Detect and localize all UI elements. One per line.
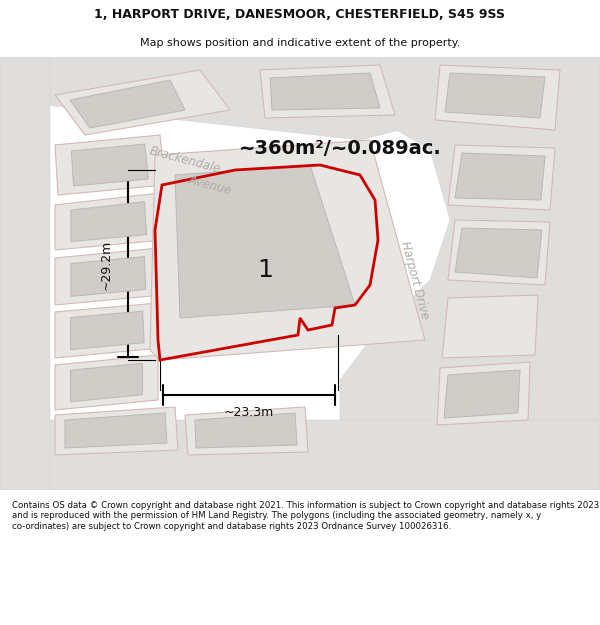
Text: ~23.3m: ~23.3m [224, 406, 274, 419]
Text: ~29.2m: ~29.2m [100, 240, 113, 290]
Polygon shape [175, 165, 355, 318]
Polygon shape [55, 407, 178, 455]
Text: 1, HARPORT DRIVE, DANESMOOR, CHESTERFIELD, S45 9SS: 1, HARPORT DRIVE, DANESMOOR, CHESTERFIEL… [95, 8, 505, 21]
Polygon shape [435, 65, 560, 130]
Polygon shape [55, 355, 158, 410]
Polygon shape [71, 202, 146, 242]
Polygon shape [55, 193, 163, 250]
Polygon shape [70, 80, 185, 128]
Polygon shape [55, 303, 160, 358]
Polygon shape [448, 220, 550, 285]
Polygon shape [71, 256, 146, 296]
Polygon shape [55, 135, 165, 195]
Polygon shape [270, 73, 380, 110]
Polygon shape [71, 144, 148, 186]
Text: 1: 1 [257, 258, 273, 282]
Polygon shape [195, 413, 297, 448]
Polygon shape [55, 70, 230, 135]
Polygon shape [455, 153, 545, 200]
Polygon shape [340, 57, 600, 490]
Polygon shape [150, 140, 425, 360]
Polygon shape [0, 57, 600, 140]
Polygon shape [442, 295, 538, 358]
Polygon shape [455, 228, 542, 278]
Polygon shape [0, 57, 310, 120]
Polygon shape [55, 248, 162, 305]
Text: Harport Drive: Harport Drive [398, 239, 431, 321]
Polygon shape [71, 311, 144, 349]
Text: Brackendale: Brackendale [148, 144, 222, 176]
Text: Avenue: Avenue [187, 173, 233, 197]
Polygon shape [437, 362, 530, 425]
Polygon shape [185, 407, 308, 455]
Polygon shape [448, 145, 555, 210]
Text: Map shows position and indicative extent of the property.: Map shows position and indicative extent… [140, 38, 460, 48]
Polygon shape [65, 413, 167, 448]
Polygon shape [260, 65, 395, 118]
Polygon shape [70, 363, 143, 402]
Polygon shape [0, 420, 600, 490]
Text: Contains OS data © Crown copyright and database right 2021. This information is : Contains OS data © Crown copyright and d… [12, 501, 599, 531]
Polygon shape [445, 73, 545, 118]
Polygon shape [444, 370, 520, 418]
Polygon shape [0, 57, 50, 490]
Text: ~360m²/~0.089ac.: ~360m²/~0.089ac. [239, 139, 442, 158]
